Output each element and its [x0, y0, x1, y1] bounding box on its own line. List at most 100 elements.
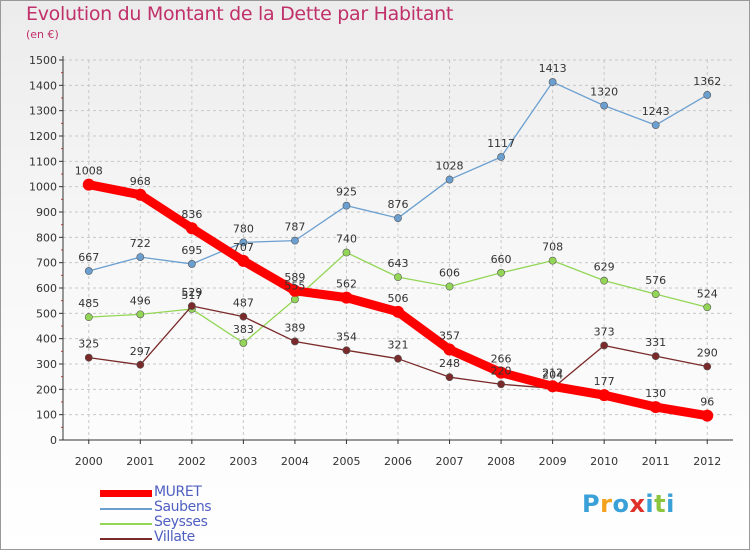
point-seysses: [291, 295, 299, 304]
proxiti-logo: Proxiti: [582, 490, 675, 518]
data-label-muret: 212: [542, 366, 563, 379]
data-label-villate: 487: [233, 297, 254, 310]
data-label-muret: 836: [181, 208, 202, 221]
logo-letter: i: [645, 490, 655, 518]
data-label-seysses: 496: [130, 294, 151, 307]
data-label-seysses: 606: [439, 266, 460, 279]
data-label-seysses: 660: [491, 253, 512, 266]
data-label-saubens: 695: [181, 244, 202, 257]
data-label-muret: 357: [439, 330, 460, 343]
grid: [63, 59, 733, 441]
chart-subtitle: (en €): [26, 28, 59, 41]
point-muret: [546, 380, 559, 393]
point-seysses: [600, 276, 609, 285]
x-tick-label: 2009: [539, 455, 567, 468]
y-tick-label: 1400: [29, 79, 57, 92]
data-labels: 667 722 695 780 787 925 876 1028 1117 1413 1320 124…: [75, 62, 721, 409]
point-villate: [703, 362, 712, 371]
legend-label-muret: MURET: [154, 484, 202, 500]
point-villate: [187, 302, 196, 310]
point-villate: [445, 373, 454, 382]
data-label-muret: 130: [645, 387, 666, 400]
x-tick-label: 2001: [126, 455, 154, 468]
data-label-villate: 204: [542, 368, 563, 381]
point-villate: [239, 312, 248, 321]
data-label-seysses: 708: [542, 241, 563, 254]
data-label-saubens: 876: [388, 198, 409, 211]
data-label-seysses: 629: [594, 261, 615, 274]
point-villate: [84, 353, 93, 362]
data-label-villate: 354: [336, 330, 357, 343]
point-saubens: [136, 253, 145, 261]
logo-letter: r: [600, 490, 613, 518]
point-saubens: [445, 175, 454, 184]
logo-letter: i: [666, 490, 675, 518]
data-label-villate: 389: [284, 321, 305, 334]
y-tick-label: 900: [36, 206, 57, 219]
series-layer: [82, 78, 714, 422]
x-tick-label: 2002: [178, 455, 206, 468]
x-tick-label: 2011: [642, 455, 670, 468]
data-label-muret: 266: [491, 353, 512, 366]
point-seysses: [239, 339, 248, 347]
data-label-muret: 1008: [75, 165, 103, 178]
legend-swatch-saubens: [100, 508, 152, 510]
point-seysses: [445, 282, 454, 291]
point-saubens: [291, 236, 299, 245]
data-label-seysses: 383: [233, 323, 254, 336]
data-label-muret: 506: [388, 292, 409, 305]
point-seysses: [548, 256, 557, 265]
x-tick-label: 2004: [281, 455, 309, 468]
y-tick-label: 0: [50, 434, 57, 447]
data-label-saubens: 780: [233, 222, 254, 235]
data-label-saubens: 667: [78, 251, 99, 264]
data-label-saubens: 1028: [436, 160, 464, 173]
data-label-saubens: 1320: [590, 86, 618, 99]
point-saubens: [600, 101, 609, 110]
data-label-villate: 297: [130, 345, 151, 358]
point-villate: [651, 352, 660, 361]
x-tick-label: 2010: [590, 455, 618, 468]
x-tick-label: 2007: [436, 455, 464, 468]
data-label-muret: 707: [233, 241, 254, 254]
y-tick-label: 200: [36, 383, 57, 396]
point-saubens: [342, 201, 351, 210]
y-tick-label: 1000: [29, 181, 57, 194]
data-label-seysses: 524: [697, 287, 718, 300]
point-seysses: [703, 303, 712, 312]
data-label-villate: 529: [181, 286, 202, 299]
point-muret: [598, 389, 611, 402]
data-label-villate: 321: [388, 339, 409, 352]
y-tick-label: 1200: [29, 130, 57, 143]
data-label-seysses: 740: [336, 233, 357, 246]
point-muret: [237, 254, 250, 267]
point-saubens: [703, 91, 712, 99]
legend-swatch-seysses: [100, 523, 152, 525]
data-label-saubens: 925: [336, 186, 357, 199]
y-tick-label: 800: [36, 231, 57, 244]
legend-label-seysses: Seysses: [154, 514, 208, 530]
point-villate: [600, 341, 609, 350]
data-label-saubens: 1243: [642, 105, 670, 118]
data-label-muret: 562: [336, 278, 357, 291]
data-label-muret: 589: [284, 271, 305, 284]
data-label-seysses: 517: [181, 289, 202, 302]
data-label-villate: 331: [645, 336, 666, 349]
point-muret: [495, 366, 508, 379]
point-seysses: [394, 273, 402, 282]
point-villate: [497, 380, 505, 389]
data-label-saubens: 722: [130, 237, 151, 250]
data-label-muret: 968: [130, 175, 151, 188]
data-label-saubens: 1117: [487, 137, 515, 150]
logo-letter: t: [654, 490, 667, 518]
x-tick-label: 2012: [693, 455, 721, 468]
logo-letter: P: [582, 490, 601, 518]
data-label-saubens: 1362: [693, 75, 721, 88]
y-tick-label: 1100: [29, 155, 57, 168]
data-label-seysses: 485: [78, 297, 99, 310]
point-muret: [701, 409, 714, 422]
y-tick-label: 300: [36, 358, 57, 371]
logo-letter: x: [629, 490, 646, 518]
point-saubens: [239, 238, 248, 247]
